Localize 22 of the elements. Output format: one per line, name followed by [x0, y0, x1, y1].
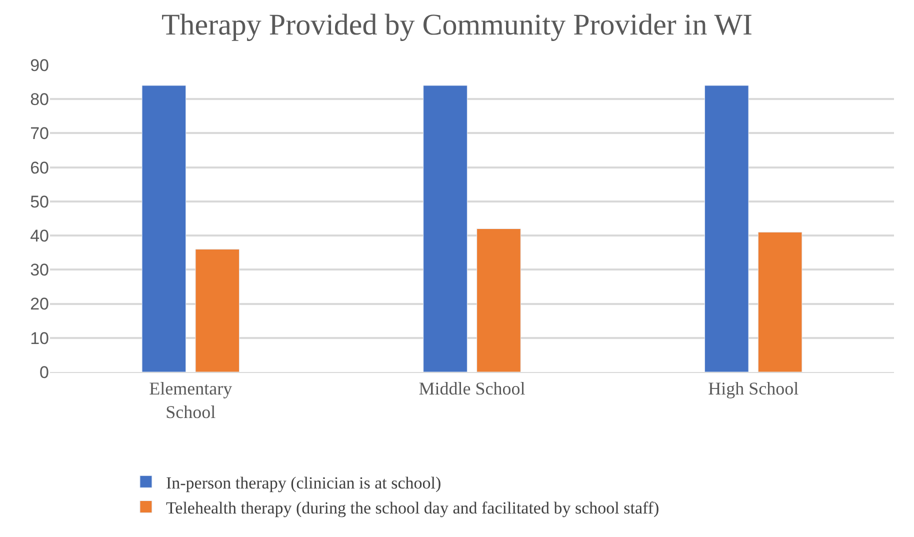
y-tick-label: 0	[40, 362, 49, 382]
bar	[423, 85, 468, 372]
x-tick-label: Middle School	[418, 378, 526, 399]
bar	[195, 248, 240, 372]
legend-label: Telehealth therapy (during the school day and facilitated by school staff)	[166, 498, 660, 518]
chart-title: Therapy Provided by Community Provider in WI	[161, 8, 753, 42]
x-tick-label: High School	[708, 378, 799, 399]
bar	[704, 85, 749, 372]
y-tick-label: 70	[30, 124, 49, 144]
y-tick-label: 80	[30, 90, 49, 110]
y-tick-label: 20	[30, 294, 49, 314]
y-tick-label: 90	[30, 56, 49, 75]
bar	[476, 228, 521, 372]
y-tick-label: 50	[30, 192, 49, 212]
y-tick-label: 60	[30, 158, 49, 178]
y-tick-label: 10	[30, 328, 49, 348]
x-tick-label: Elementary School	[149, 378, 232, 422]
bar	[142, 85, 186, 372]
bar	[758, 232, 802, 372]
y-tick-label: 30	[30, 260, 49, 280]
y-tick-label: 40	[30, 226, 49, 246]
legend-label: In-person therapy (clinician is at school)	[166, 473, 442, 492]
